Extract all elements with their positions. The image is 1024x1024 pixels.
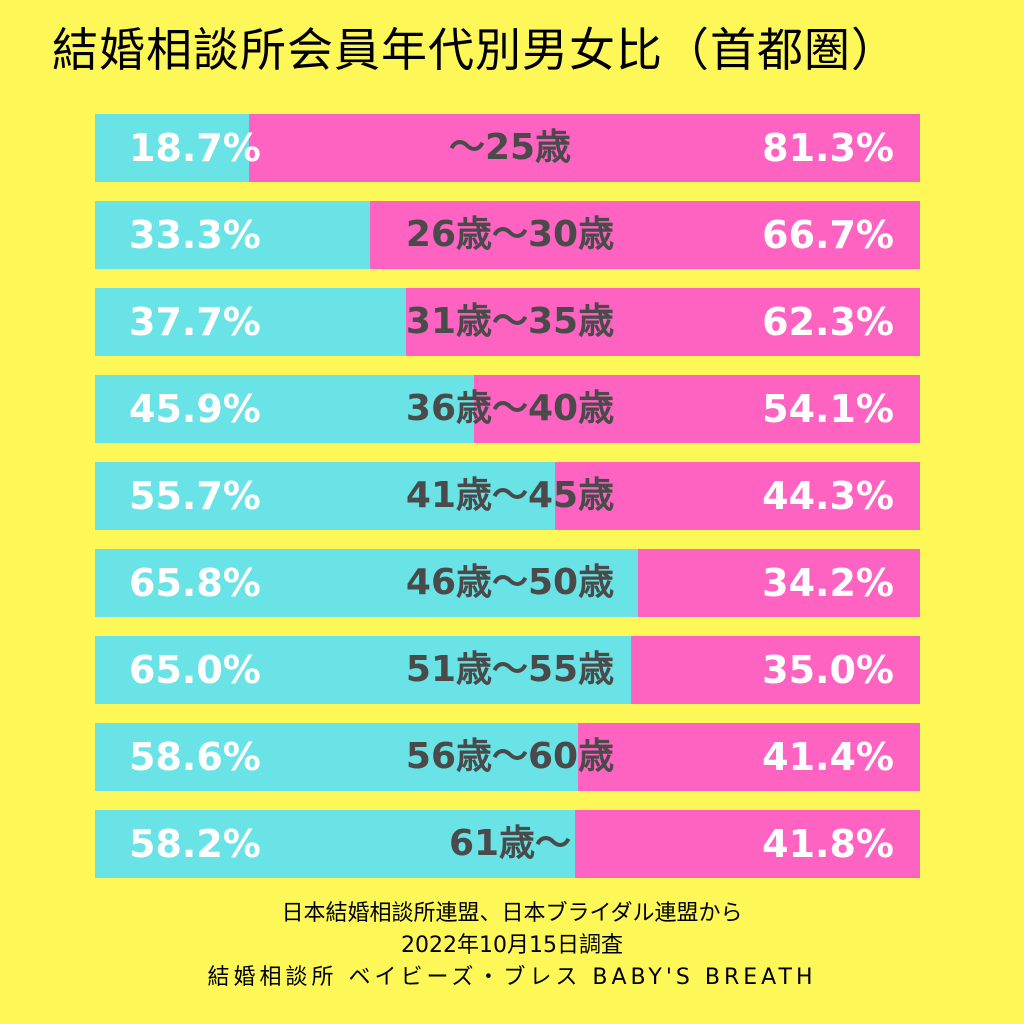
bar-row: 18.7% ～25歳 81.3% xyxy=(95,114,920,182)
category-label: 26歳～30歳 xyxy=(405,214,615,255)
data-label-male: 65.0% xyxy=(129,648,261,692)
brand-name: 結婚相談所 ベイビーズ・ブレス BABY'S BREATH xyxy=(207,965,817,990)
bar-row: 45.9% 36歳～40歳 54.1% xyxy=(95,375,920,443)
data-label-female: 34.2% xyxy=(762,561,894,605)
bar-row: 58.2% 61歳～ 41.8% xyxy=(95,810,920,878)
bar-segment-male xyxy=(95,636,631,704)
source-note: 日本結婚相談所連盟、日本ブライダル連盟から xyxy=(281,901,743,926)
data-label-female: 44.3% xyxy=(762,474,894,518)
bar-segment-male xyxy=(95,723,578,791)
category-label: 36歳～40歳 xyxy=(405,388,615,429)
bar-segment-female xyxy=(370,201,920,269)
data-label-female: 41.4% xyxy=(762,735,894,779)
category-label: ～25歳 xyxy=(448,127,572,168)
category-label: 51歳～55歳 xyxy=(405,649,615,690)
bar-segment-female xyxy=(406,288,920,356)
bar-row: 65.0% 51歳～55歳 35.0% xyxy=(95,636,920,704)
bar-segment-female xyxy=(555,462,920,530)
category-label: 61歳～ xyxy=(448,823,572,864)
bar-segment-male xyxy=(95,375,474,443)
bar-row: 55.7% 41歳～45歳 44.3% xyxy=(95,462,920,530)
bar-segment-male xyxy=(95,810,575,878)
bar-segment-male xyxy=(95,549,638,617)
bar-segment-male xyxy=(95,462,555,530)
bar-segment-female xyxy=(578,723,920,791)
category-label: 41歳～45歳 xyxy=(405,475,615,516)
category-label: 46歳～50歳 xyxy=(405,562,615,603)
bar-segment-female xyxy=(249,114,920,182)
bar-segment-female xyxy=(474,375,920,443)
footer: 日本結婚相談所連盟、日本ブライダル連盟から 2022年10月15日調査 結婚相談… xyxy=(0,898,1024,994)
bar-row: 33.3% 26歳～30歳 66.7% xyxy=(95,201,920,269)
bar-segment-female xyxy=(631,636,920,704)
data-label-female: 81.3% xyxy=(762,126,894,170)
bar-row: 58.6% 56歳～60歳 41.4% xyxy=(95,723,920,791)
survey-date: 2022年10月15日調査 xyxy=(401,933,623,958)
category-label: 31歳～35歳 xyxy=(405,301,615,342)
data-label-male: 45.9% xyxy=(129,387,261,431)
category-label: 56歳～60歳 xyxy=(405,736,615,777)
data-label-male: 58.2% xyxy=(129,822,261,866)
data-label-male: 37.7% xyxy=(129,300,261,344)
data-label-female: 62.3% xyxy=(762,300,894,344)
bar-row: 65.8% 46歳～50歳 34.2% xyxy=(95,549,920,617)
data-label-male: 33.3% xyxy=(129,213,261,257)
bar-segment-female xyxy=(638,549,920,617)
bar-segment-male xyxy=(95,288,406,356)
data-label-female: 35.0% xyxy=(762,648,894,692)
data-label-male: 58.6% xyxy=(129,735,261,779)
bar-segment-male xyxy=(95,114,249,182)
data-label-male: 18.7% xyxy=(129,126,261,170)
bar-segment-female xyxy=(575,810,920,878)
bar-row: 37.7% 31歳～35歳 62.3% xyxy=(95,288,920,356)
chart-title: 結婚相談所会員年代別男女比（首都圏） xyxy=(52,23,898,77)
data-label-female: 66.7% xyxy=(762,213,894,257)
data-label-female: 41.8% xyxy=(762,822,894,866)
data-label-female: 54.1% xyxy=(762,387,894,431)
data-label-male: 55.7% xyxy=(129,474,261,518)
data-label-male: 65.8% xyxy=(129,561,261,605)
bar-segment-male xyxy=(95,201,370,269)
